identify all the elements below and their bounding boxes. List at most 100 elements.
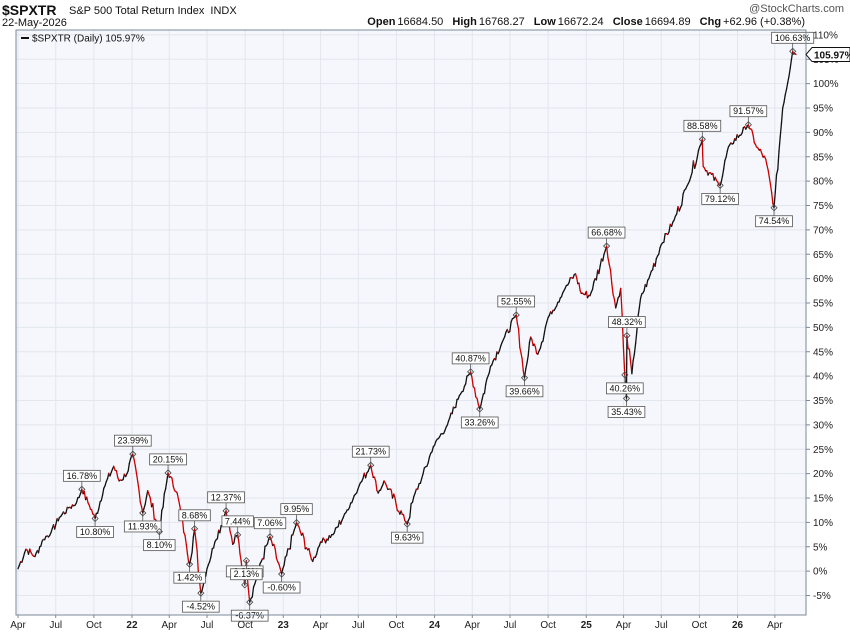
series-segment	[149, 497, 153, 508]
low-value: 16672.24	[557, 16, 604, 28]
series-segment	[645, 279, 649, 288]
series-segment	[449, 412, 452, 419]
series-segment	[394, 497, 397, 506]
annotation-marker	[246, 598, 254, 606]
x-tick-label: Jul	[49, 620, 62, 631]
series-segment	[638, 297, 642, 309]
annotation-label: 9.95%	[284, 504, 310, 514]
symbol-title: $SPXTR	[2, 2, 57, 18]
annotation-label: 106.63%	[775, 33, 811, 43]
series-segment	[721, 168, 725, 177]
annotation-label: 8.10%	[147, 540, 173, 550]
series-segment	[741, 127, 745, 134]
series-segment	[531, 338, 534, 347]
series-segment	[637, 307, 640, 317]
y-tick-label: 85%	[813, 152, 833, 163]
series-segment	[109, 471, 112, 477]
annotation-box	[230, 609, 269, 622]
annotation-marker	[266, 533, 274, 541]
annotation-marker	[698, 135, 706, 143]
series-segment	[752, 134, 755, 144]
series-segment	[421, 473, 424, 480]
annotation-label: 21.73%	[355, 447, 386, 457]
series-segment	[774, 174, 778, 193]
series-segment	[585, 290, 589, 299]
annotation-marker	[716, 181, 724, 189]
annotation-marker	[278, 570, 286, 578]
series-segment	[723, 159, 726, 170]
series-segment	[395, 504, 399, 512]
annotation-box	[608, 316, 646, 328]
annotation: 8.68%	[178, 509, 211, 533]
annotation-label: 2.13%	[234, 569, 260, 579]
series-segment	[696, 149, 700, 159]
series-segment	[658, 247, 661, 255]
series-segment	[86, 496, 89, 504]
series-segment	[771, 192, 774, 204]
x-tick-label: Oct	[540, 620, 556, 631]
annotation-marker	[78, 485, 86, 493]
series-segment	[782, 101, 785, 109]
annotation: 9.63%	[391, 520, 424, 544]
series-segment	[558, 297, 561, 303]
x-tick-label: Oct	[692, 620, 708, 631]
series-segment	[251, 586, 255, 598]
series-segment	[176, 492, 180, 501]
y-tick-label: -5%	[813, 591, 831, 602]
series-segment	[385, 484, 389, 490]
annotation-box	[63, 469, 101, 482]
series-segment	[768, 176, 772, 186]
series-segment	[364, 472, 368, 479]
series-segment	[608, 263, 612, 271]
series-segment	[790, 50, 794, 61]
series-segment	[775, 168, 779, 176]
series-segment	[21, 556, 24, 563]
series-segment	[527, 341, 531, 357]
series-segment	[678, 206, 682, 212]
series-segment	[595, 269, 599, 281]
series-segment	[285, 548, 289, 557]
annotation-marker	[234, 531, 242, 539]
annotation-marker	[242, 557, 250, 565]
series-segment	[473, 387, 477, 398]
series-segment	[237, 534, 240, 544]
annotation-marker	[129, 450, 137, 458]
y-tick-label: 75%	[813, 201, 833, 212]
series-segment	[602, 253, 605, 262]
series-segment	[283, 556, 286, 566]
annotation-label: 88.58%	[687, 121, 718, 131]
annotation: 1.42%	[173, 560, 206, 584]
y-tick-label: 70%	[813, 225, 833, 236]
y-tick-label: 55%	[813, 299, 833, 310]
y-tick-label: 10%	[813, 518, 833, 529]
annotation-box	[683, 119, 722, 132]
series-segment	[98, 501, 101, 510]
series-segment	[607, 256, 610, 265]
y-tick-label: 90%	[813, 128, 833, 139]
series-segment	[695, 156, 698, 165]
series-segment	[88, 504, 92, 510]
legend: $SPXTR (Daily) 105.97%	[21, 34, 145, 45]
series-segment	[578, 282, 581, 292]
series-segment	[560, 292, 564, 298]
series-segment	[414, 488, 418, 494]
annotation-box	[607, 406, 646, 418]
y-tick-label: 95%	[813, 104, 833, 115]
series-segment	[134, 465, 138, 475]
annotation-marker	[621, 371, 629, 379]
y-tick-label: 25%	[813, 445, 833, 456]
series-segment	[263, 545, 266, 560]
annotation-label: 20.15%	[153, 454, 184, 464]
series-segment	[681, 193, 684, 206]
series-segment	[543, 326, 547, 335]
series-segment	[471, 376, 474, 388]
series-segment	[373, 476, 377, 482]
last-value-box	[805, 47, 850, 63]
annotation-label: 7.44%	[225, 516, 251, 526]
annotation-box	[123, 520, 162, 533]
series-segment	[127, 462, 130, 472]
series-segment	[318, 541, 322, 547]
series-segment	[609, 269, 613, 285]
annotation-marker	[603, 242, 611, 250]
